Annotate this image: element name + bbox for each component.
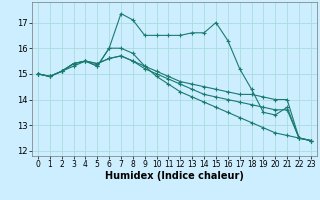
X-axis label: Humidex (Indice chaleur): Humidex (Indice chaleur)	[105, 171, 244, 181]
